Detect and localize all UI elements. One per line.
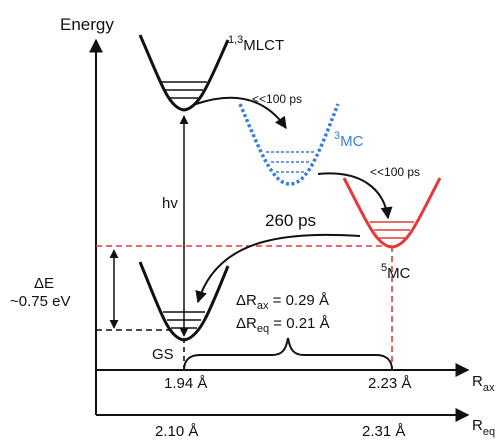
mc5-well: 5MC xyxy=(342,177,442,282)
delta-r-eq: ΔReq = 0.21 Å xyxy=(236,315,330,335)
mlct-sup: 1,3 xyxy=(228,34,243,46)
isc2-arrow: <<100 ps xyxy=(317,165,420,220)
isc1-arrow: <<100 ps xyxy=(195,92,302,129)
displacements: ΔRax = 0.29 Å ΔReq = 0.21 Å xyxy=(236,292,330,335)
req-axis: Req 2.10 Å 2.31 Å xyxy=(96,408,495,440)
mc5-main: MC xyxy=(387,265,410,282)
rax-main: R xyxy=(472,373,483,390)
delta-r-ax-sub: ax xyxy=(257,300,269,312)
delta-r-ax-value: = 0.29 Å xyxy=(268,292,328,309)
isc1-label: <<100 ps xyxy=(252,92,302,106)
mc3-label: 3MC xyxy=(334,130,364,150)
delta-r-ax: ΔRax = 0.29 Å xyxy=(236,292,329,312)
energy-axis-label: Energy xyxy=(60,15,114,34)
excitation-arrow: hv xyxy=(162,115,189,337)
mc5-sup: 5 xyxy=(381,262,387,274)
mc5-label: 5MC xyxy=(381,262,411,282)
rax-sub: ax xyxy=(483,382,495,394)
relax-arrow: 260 ps xyxy=(195,211,361,304)
req-tick-2: 2.31 Å xyxy=(362,423,405,440)
delta-e-value: ~0.75 eV xyxy=(10,293,70,310)
mlct-well: 1,3MLCT xyxy=(138,34,284,112)
rax-tick-1: 1.94 Å xyxy=(164,375,207,392)
delta-r-eq-value: = 0.21 Å xyxy=(269,315,329,332)
gs-label: GS xyxy=(152,346,174,363)
displacement-brace xyxy=(183,337,393,371)
rax-tick-2: 2.23 Å xyxy=(368,375,411,392)
hv-label: hv xyxy=(162,195,178,212)
mc3-well: 3MC xyxy=(238,103,364,186)
energy-axis: Energy xyxy=(60,15,114,415)
mc3-main: MC xyxy=(340,133,363,150)
delta-r-eq-sub: eq xyxy=(257,323,269,335)
mc3-sup: 3 xyxy=(334,130,340,142)
isc2-label: <<100 ps xyxy=(370,165,420,179)
req-sub: eq xyxy=(483,426,495,438)
mlct-main: MLCT xyxy=(243,37,284,54)
mc5-guides xyxy=(96,245,393,370)
delta-e-symbol: ΔE xyxy=(34,275,54,292)
req-axis-label: Req xyxy=(472,417,495,438)
relax-label: 260 ps xyxy=(265,211,316,230)
req-tick-1: 2.10 Å xyxy=(155,423,198,440)
delta-r-eq-prefix: ΔR xyxy=(236,315,257,332)
gs-well: GS xyxy=(138,261,230,363)
mlct-label: 1,3MLCT xyxy=(228,34,284,54)
delta-r-ax-prefix: ΔR xyxy=(236,292,257,309)
req-main: R xyxy=(472,417,483,434)
rax-axis: Rax 1.94 Å 2.23 Å xyxy=(96,363,495,394)
gs-guides xyxy=(96,329,185,370)
rax-axis-label: Rax xyxy=(472,373,495,394)
delta-e-bracket: ΔE ~0.75 eV xyxy=(10,249,119,329)
